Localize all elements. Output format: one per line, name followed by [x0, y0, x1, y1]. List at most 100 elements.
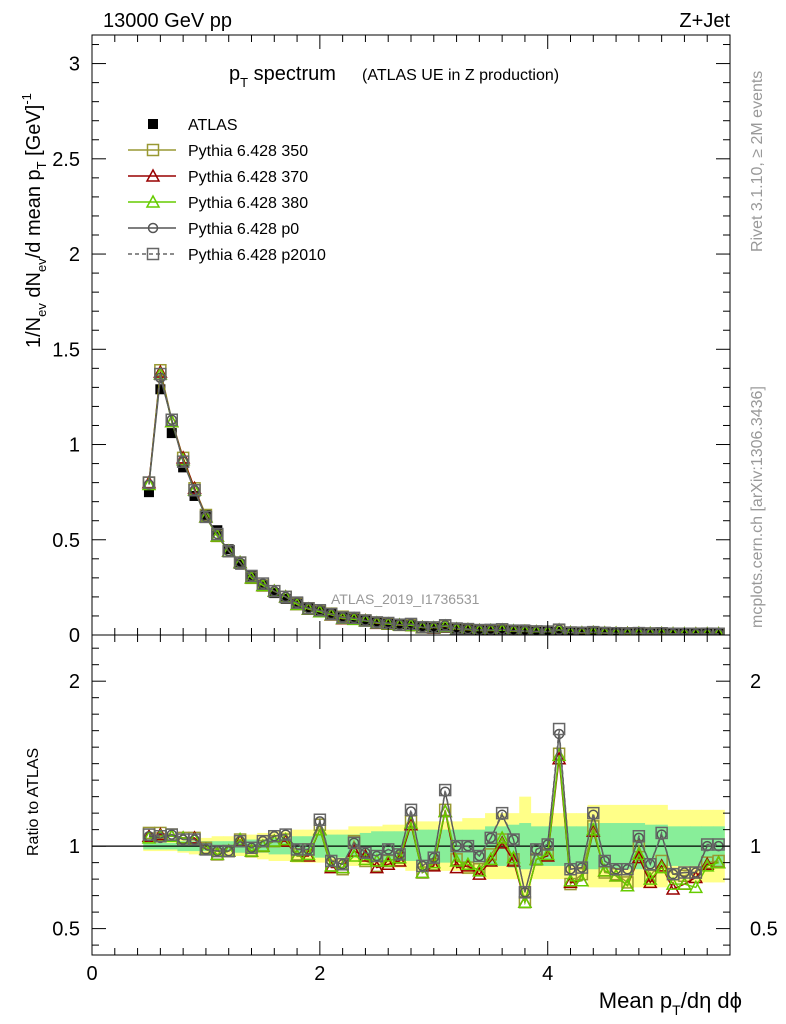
data-point: [337, 612, 348, 623]
data-point: [188, 483, 201, 497]
data-point: [166, 414, 177, 426]
data-point: [155, 372, 166, 384]
data-point: [280, 591, 291, 603]
data-point: [313, 813, 327, 826]
plot-title-main: p: [229, 63, 240, 85]
data-point: [337, 859, 348, 870]
data-point: [699, 856, 715, 871]
data-point: [382, 844, 394, 855]
data-point: [269, 585, 280, 597]
legend-entry: Pythia 6.428 370: [128, 168, 308, 186]
legend-marker: [146, 247, 160, 261]
process-label: Z+Jet: [679, 10, 730, 32]
x-axis-label-post: /dη dϕ: [681, 988, 742, 1013]
data-point: [232, 831, 248, 846]
x-axis-label-pre: Mean p: [599, 988, 672, 1013]
data-point: [187, 480, 202, 495]
data-point: [677, 876, 692, 890]
data-point: [519, 887, 531, 898]
data-point: [246, 842, 257, 854]
x-tick-label: 2: [314, 963, 325, 985]
y-tick-label: 2.5: [52, 149, 80, 171]
series-pythia-6-428-p2010: [142, 722, 725, 899]
data-point: [622, 863, 633, 875]
data-point: [597, 863, 612, 877]
legend-marker: [145, 168, 161, 182]
data-point: [688, 879, 704, 894]
data-point: [439, 620, 451, 631]
data-point: [553, 624, 565, 635]
data-point: [507, 833, 520, 846]
data-point: [518, 886, 532, 899]
data-point: [360, 615, 371, 626]
data-point: [621, 862, 634, 876]
data-point: [165, 413, 178, 427]
ratio-y-tick-label-right: 1: [750, 836, 761, 858]
ratio-y-tick-label-left: 1: [69, 836, 80, 858]
y-tick-label: 0: [69, 625, 80, 647]
data-point: [143, 487, 154, 498]
ratio-series-layer: [141, 722, 726, 909]
data-point: [164, 414, 180, 428]
data-point: [598, 854, 611, 868]
data-point: [142, 476, 156, 489]
x-axis-label: Mean pT/dη dϕ: [599, 988, 742, 1018]
data-point: [440, 622, 451, 633]
legend-entry: Pythia 6.428 p2010: [128, 247, 326, 264]
data-point: [280, 829, 291, 840]
data-point: [175, 452, 191, 466]
data-point: [449, 860, 464, 874]
data-point: [200, 511, 212, 523]
data-point: [483, 851, 499, 866]
ratio-y-tick-label-right: 2: [750, 671, 761, 693]
series-line: [148, 373, 719, 635]
data-point: [360, 847, 371, 858]
legend-marker: [145, 194, 161, 208]
data-point: [417, 860, 428, 872]
data-point: [346, 848, 362, 862]
data-point: [473, 849, 486, 863]
rivet-version-label: Rivet 3.1.10, ≥ 2M events: [749, 71, 766, 252]
data-point: [576, 627, 587, 635]
data-point: [679, 867, 690, 878]
data-point: [314, 604, 326, 616]
data-point: [371, 617, 383, 628]
data-point: [531, 844, 542, 855]
legend-marker: [148, 119, 158, 129]
data-point: [175, 830, 191, 844]
data-point: [461, 839, 475, 853]
data-point: [166, 428, 177, 439]
analysis-tag: ATLAS_2019_I1736531: [331, 591, 480, 607]
data-point: [713, 628, 724, 635]
data-point: [632, 829, 646, 843]
data-point: [371, 616, 382, 627]
mcplots-source-label: mcplots.cern.ch [arXiv:1306.3436]: [749, 386, 766, 628]
x-tick-label: 0: [86, 963, 97, 985]
data-point: [474, 850, 485, 862]
legend-label: Pythia 6.428 p0: [188, 221, 299, 238]
data-point: [257, 578, 269, 589]
data-point: [587, 806, 600, 820]
data-point: [211, 527, 224, 541]
data-point: [449, 853, 464, 867]
data-point: [269, 588, 280, 599]
data-point: [234, 557, 246, 568]
data-point: [472, 863, 487, 877]
y-tick-label: 3: [69, 54, 80, 76]
data-point: [235, 559, 246, 570]
data-point: [141, 830, 157, 844]
data-point: [654, 858, 669, 872]
data-point: [246, 570, 257, 582]
data-point: [380, 853, 396, 867]
data-point: [517, 894, 533, 908]
ratio-y-axis-label: Ratio to ATLAS: [25, 748, 42, 856]
data-point: [255, 838, 271, 852]
data-point: [380, 856, 396, 871]
legend-entry: Pythia 6.428 350: [128, 143, 308, 160]
data-point: [280, 593, 291, 604]
data-point: [267, 833, 282, 847]
data-point: [323, 858, 339, 872]
data-point: [291, 844, 303, 855]
data-point: [302, 843, 315, 856]
